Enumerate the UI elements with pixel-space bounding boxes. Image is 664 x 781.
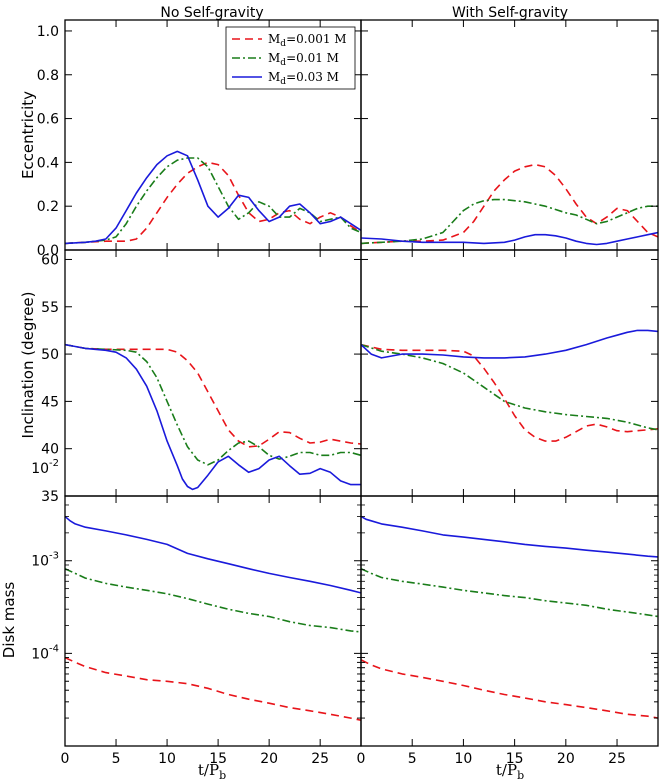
panel-inclination-right [360, 249, 659, 497]
y-tick-label: 0.4 [37, 155, 59, 171]
y-tick-label: 0.8 [37, 68, 59, 84]
legend-label-md-0.001: Md=0.001 M [268, 32, 347, 49]
series-line-md-0.001 [361, 343, 658, 442]
series-line-md-0.001 [361, 163, 658, 245]
series-line-md-0.03 [65, 343, 361, 491]
panel-frame [64, 249, 362, 497]
x-tick-label: 15 [506, 751, 524, 767]
panel-inclination-left: 35 40 45 50 55 60 [41, 249, 362, 505]
series-line-md-0.03 [361, 329, 658, 359]
x-tick-label: 5 [408, 751, 417, 767]
series-line-md-0.03 [361, 515, 658, 558]
x-tick-label: 0 [61, 751, 70, 767]
y-tick-label: 0.6 [37, 112, 59, 128]
y-tick-label: 10-2 [31, 458, 59, 477]
series-line-md-0.01 [361, 567, 658, 618]
y-tick-label: 0.2 [37, 199, 59, 215]
y-tick-label: 10-4 [31, 643, 59, 662]
x-tick-label: 25 [311, 751, 329, 767]
x-tick-label: 20 [260, 751, 278, 767]
column-titles: No Self-gravity With Self-gravity [160, 5, 568, 21]
series-line-md-0.001 [65, 656, 361, 721]
x-axis-labels: t/Pb t/Pb [198, 761, 524, 781]
series-line-md-0.01 [65, 567, 361, 633]
y-tick-label: 1.0 [37, 24, 59, 40]
legend-box [225, 26, 356, 90]
panel-frame [64, 495, 362, 747]
panel-frame [360, 495, 659, 747]
x-tick-label: 0 [357, 751, 366, 767]
y-tick-label: 0.0 [37, 243, 59, 259]
series-line-md-0.03 [65, 515, 361, 594]
panel-frame [360, 19, 659, 251]
x-tick-label: 5 [112, 751, 121, 767]
legend-label-md-0.01: Md=0.01 M [268, 51, 339, 68]
x-tick-label: 25 [608, 751, 626, 767]
series-line-md-0.03 [361, 231, 658, 246]
series-line-md-0.01 [361, 343, 658, 431]
panels: 0.00.20.40.60.81.035404550556010-410-310… [31, 19, 659, 767]
x-axis-label-left: t/Pb [198, 761, 226, 781]
series-line-md-0.001 [361, 659, 658, 719]
series-line-md-0.03 [65, 150, 361, 245]
panel-disk-mass-left: 10-4 10-3 10-2 0 5 10 15 20 25 [31, 458, 362, 767]
panel-eccentricity-right [360, 19, 659, 251]
series-line-md-0.001 [65, 343, 361, 448]
y-tick-label: 55 [41, 300, 59, 316]
panel-disk-mass-right: 0 5 10 15 20 25 [357, 495, 659, 767]
y-axis-label-inclination: Inclination (degree) [19, 292, 37, 439]
series-line-md-0.01 [361, 198, 658, 245]
x-tick-label: 20 [557, 751, 575, 767]
series-line-md-0.01 [65, 157, 361, 245]
y-tick-label: 10-3 [31, 551, 59, 570]
y-tick-label: 60 [41, 252, 59, 268]
legend-label-md-0.03: Md=0.03 M [268, 70, 339, 87]
y-tick-label: 40 [41, 442, 59, 458]
x-axis-label-right: t/Pb [496, 761, 524, 781]
x-tick-label: 15 [209, 751, 227, 767]
x-tick-label: 10 [454, 751, 472, 767]
column-title-left: No Self-gravity [160, 5, 263, 21]
series-line-md-0.001 [65, 161, 361, 245]
y-axis-label-eccentricity: Eccentricity [19, 91, 37, 179]
legend: Md=0.001 M Md=0.01 M Md=0.03 M [225, 26, 356, 90]
y-tick-label: 35 [41, 489, 59, 505]
y-tick-label: 45 [41, 394, 59, 410]
column-title-right: With Self-gravity [452, 5, 568, 21]
panel-frame [360, 249, 659, 497]
y-tick-label: 50 [41, 347, 59, 363]
x-tick-label: 10 [158, 751, 176, 767]
y-axis-label-disk-mass: Disk mass [0, 582, 18, 659]
y-axis-labels: Eccentricity Inclination (degree) Disk m… [0, 91, 37, 658]
series-line-md-0.01 [65, 343, 361, 466]
